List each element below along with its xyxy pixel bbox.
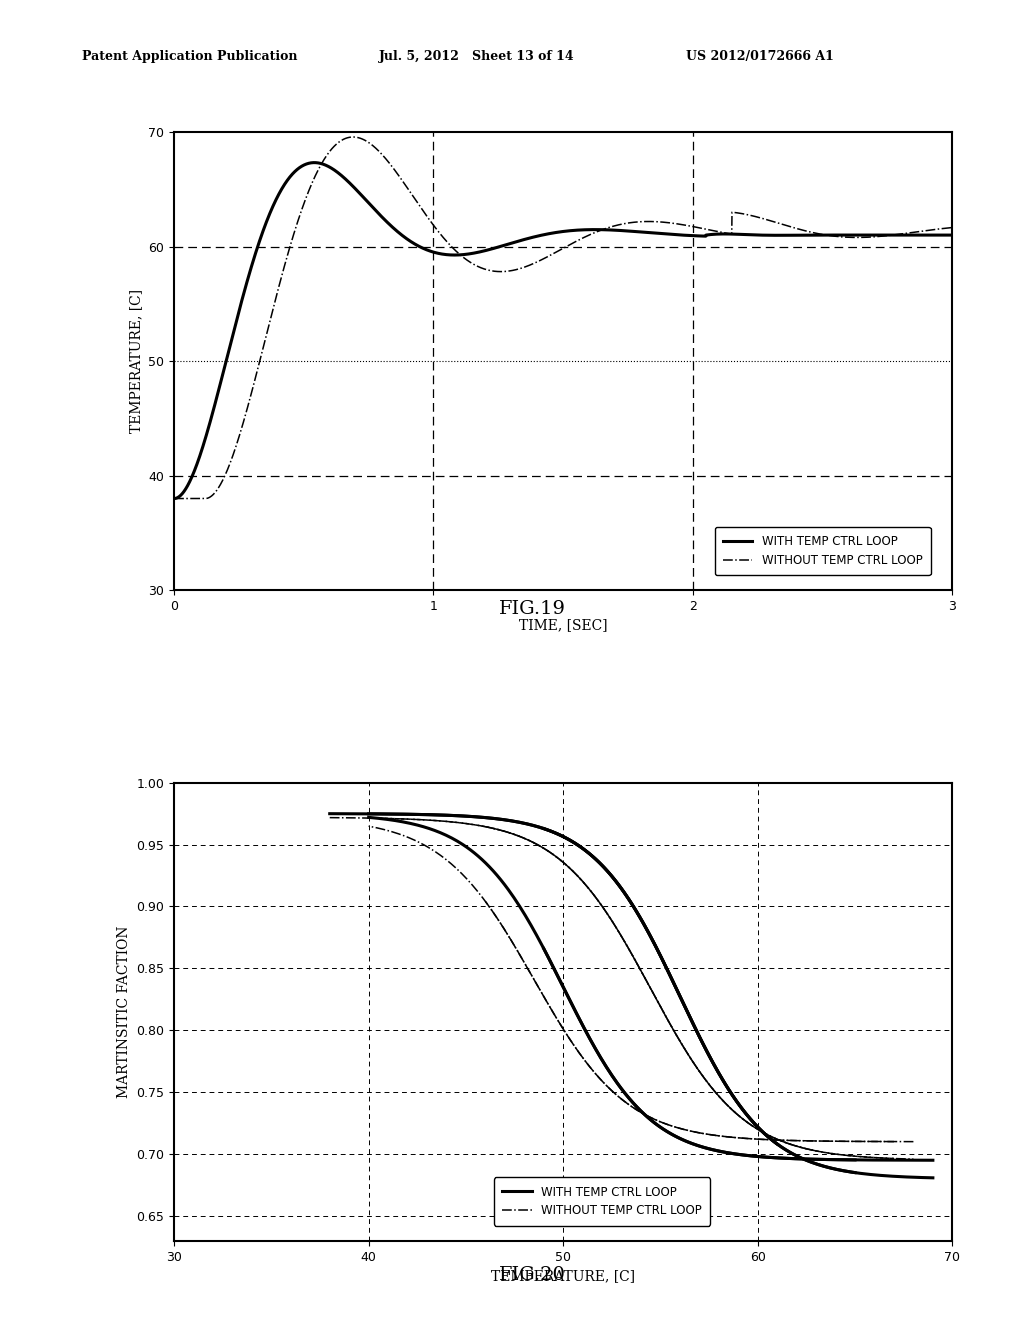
WITH TEMP CTRL LOOP	[946, 227, 958, 243]
Y-axis label: MARTINSITIC FACTION: MARTINSITIC FACTION	[117, 925, 131, 1098]
WITHOUT TEMP CTRL LOOP	[467, 256, 479, 272]
WITHOUT TEMP CTRL LOOP	[931, 222, 943, 238]
Text: Jul. 5, 2012   Sheet 13 of 14: Jul. 5, 2012 Sheet 13 of 14	[379, 50, 574, 63]
Line: WITH TEMP CTRL LOOP: WITH TEMP CTRL LOOP	[174, 162, 952, 499]
Text: FIG.20: FIG.20	[499, 1266, 566, 1284]
Text: US 2012/0172666 A1: US 2012/0172666 A1	[686, 50, 834, 63]
Y-axis label: TEMPERATURE, [C]: TEMPERATURE, [C]	[129, 289, 142, 433]
X-axis label: TIME, [SEC]: TIME, [SEC]	[519, 619, 607, 632]
WITHOUT TEMP CTRL LOOP	[847, 230, 859, 246]
X-axis label: TEMPERATURE, [C]: TEMPERATURE, [C]	[492, 1269, 635, 1283]
WITHOUT TEMP CTRL LOOP	[257, 341, 269, 356]
WITHOUT TEMP CTRL LOOP	[501, 264, 513, 280]
Line: WITHOUT TEMP CTRL LOOP: WITHOUT TEMP CTRL LOOP	[174, 137, 952, 499]
WITH TEMP CTRL LOOP	[257, 223, 269, 239]
Text: FIG.19: FIG.19	[499, 599, 566, 618]
WITH TEMP CTRL LOOP	[308, 154, 321, 170]
WITHOUT TEMP CTRL LOOP	[168, 491, 180, 507]
Legend: WITH TEMP CTRL LOOP, WITHOUT TEMP CTRL LOOP: WITH TEMP CTRL LOOP, WITHOUT TEMP CTRL L…	[494, 1177, 711, 1226]
Legend: WITH TEMP CTRL LOOP, WITHOUT TEMP CTRL LOOP: WITH TEMP CTRL LOOP, WITHOUT TEMP CTRL L…	[715, 527, 931, 576]
WITH TEMP CTRL LOOP	[847, 227, 859, 243]
WITHOUT TEMP CTRL LOOP	[946, 219, 958, 235]
WITH TEMP CTRL LOOP	[501, 236, 513, 252]
WITHOUT TEMP CTRL LOOP	[303, 182, 315, 198]
WITHOUT TEMP CTRL LOOP	[347, 129, 359, 145]
WITH TEMP CTRL LOOP	[303, 156, 315, 172]
Text: Patent Application Publication: Patent Application Publication	[82, 50, 297, 63]
WITH TEMP CTRL LOOP	[168, 491, 180, 507]
WITH TEMP CTRL LOOP	[931, 227, 943, 243]
WITH TEMP CTRL LOOP	[467, 246, 479, 261]
